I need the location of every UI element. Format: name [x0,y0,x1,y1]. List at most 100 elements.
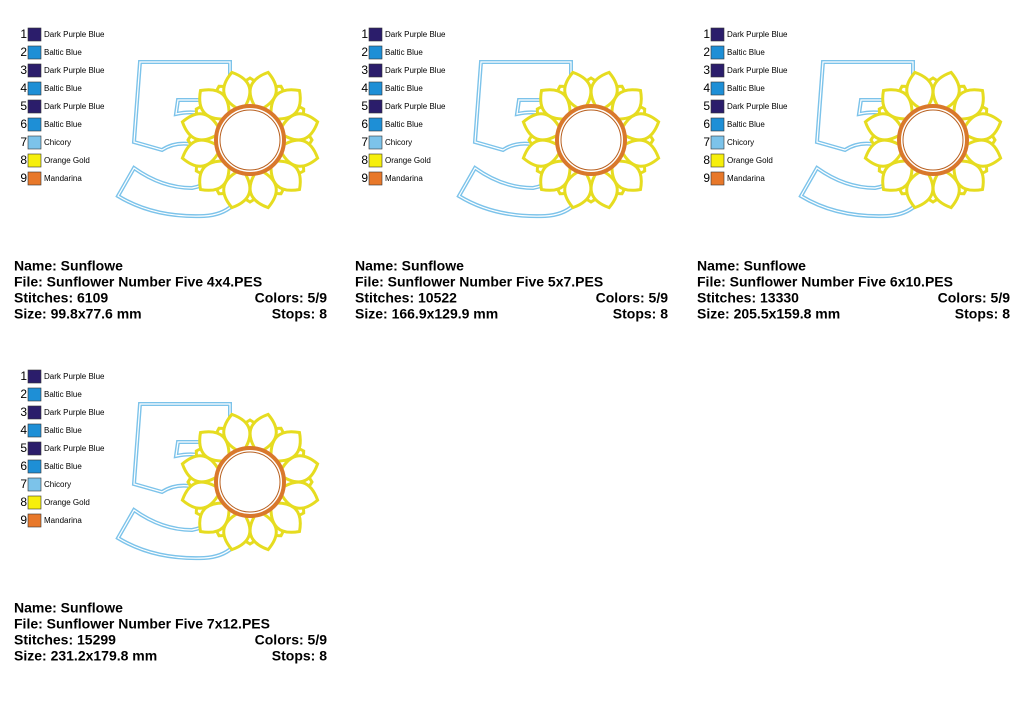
thread-number: 2 [20,45,27,59]
thread-name: Baltic Blue [727,120,765,129]
thread-number: 1 [703,27,710,41]
thread-name: Orange Gold [44,498,90,507]
thread-name: Chicory [44,480,71,489]
thread-swatch [368,45,383,60]
design-panel: 1 Dark Purple Blue 2 Baltic Blue 3 Dark Purpl… [14,369,327,664]
thread-name: Dark Purple Blue [44,66,105,75]
thread-number: 7 [20,477,27,491]
thread-name: Baltic Blue [44,120,82,129]
stitch-count: Stitches: 10522 [355,290,457,306]
color-count: Colors: 5/9 [255,290,328,306]
thread-number: 3 [703,63,710,77]
thread-swatch [368,99,383,114]
thread-name: Mandarina [727,174,765,183]
thread-name: Mandarina [44,516,82,525]
thread-name: Baltic Blue [385,120,423,129]
thread-name: Baltic Blue [385,48,423,57]
thread-number: 4 [20,423,27,437]
thread-swatch [710,27,725,42]
thread-number: 7 [20,135,27,149]
thread-name: Dark Purple Blue [44,30,105,39]
thread-number: 6 [20,117,27,131]
stitch-count: Stitches: 13330 [697,290,799,306]
design-file: File: Sunflower Number Five 5x7.PES [355,274,603,290]
thread-name: Orange Gold [385,156,431,165]
thread-swatch [368,117,383,132]
thread-number: 4 [20,81,27,95]
thread-number: 8 [703,153,710,167]
thread-name: Dark Purple Blue [44,102,105,111]
thread-number: 2 [361,45,368,59]
thread-name: Dark Purple Blue [727,66,788,75]
thread-swatch [368,27,383,42]
thread-swatch [27,27,42,42]
thread-name: Orange Gold [44,156,90,165]
embroidery-preview [799,60,1006,219]
stop-count: Stops: 8 [613,306,668,322]
embroidery-preview [116,402,323,561]
thread-number: 1 [361,27,368,41]
thread-name: Mandarina [385,174,423,183]
thread-name: Baltic Blue [44,84,82,93]
thread-swatch [27,513,42,528]
thread-name: Dark Purple Blue [727,30,788,39]
thread-name: Dark Purple Blue [385,102,446,111]
thread-number: 1 [20,27,27,41]
thread-number: 4 [703,81,710,95]
thread-name: Baltic Blue [44,462,82,471]
thread-number: 9 [20,171,27,185]
design-file: File: Sunflower Number Five 7x12.PES [14,616,270,632]
thread-name: Baltic Blue [727,84,765,93]
thread-swatch [27,135,42,150]
thread-number: 5 [20,441,27,455]
thread-swatch [27,387,42,402]
stop-count: Stops: 8 [955,306,1010,322]
thread-swatch [710,171,725,186]
thread-name: Chicory [385,138,412,147]
design-name: Name: Sunflowe [14,258,123,274]
thread-swatch [368,135,383,150]
thread-name: Chicory [727,138,754,147]
design-name: Name: Sunflowe [355,258,464,274]
thread-number: 3 [20,63,27,77]
thread-number: 2 [20,387,27,401]
design-size: Size: 99.8x77.6 mm [14,306,142,322]
thread-number: 3 [361,63,368,77]
thread-number: 8 [20,495,27,509]
thread-swatch [27,81,42,96]
design-size: Size: 205.5x159.8 mm [697,306,840,322]
thread-name: Dark Purple Blue [385,30,446,39]
thread-number: 7 [703,135,710,149]
thread-swatch [27,495,42,510]
stop-count: Stops: 8 [272,306,327,322]
thread-number: 9 [361,171,368,185]
embroidery-preview [457,60,664,219]
thread-name: Dark Purple Blue [727,102,788,111]
design-size: Size: 231.2x179.8 mm [14,648,157,664]
thread-number: 7 [361,135,368,149]
design-name: Name: Sunflowe [14,600,123,616]
thread-swatch [27,99,42,114]
thread-swatch [27,153,42,168]
thread-number: 9 [703,171,710,185]
thread-swatch [27,63,42,78]
thread-number: 5 [20,99,27,113]
design-panel: 1 Dark Purple Blue 2 Baltic Blue 3 Dark Purpl… [697,27,1010,322]
thread-number: 5 [361,99,368,113]
design-file: File: Sunflower Number Five 4x4.PES [14,274,262,290]
design-panel: 1 Dark Purple Blue 2 Baltic Blue 3 Dark Purpl… [14,27,327,322]
thread-swatch [27,117,42,132]
stitch-count: Stitches: 15299 [14,632,116,648]
thread-swatch [27,423,42,438]
thread-swatch [710,63,725,78]
thread-swatch [710,99,725,114]
thread-swatch [368,153,383,168]
thread-name: Dark Purple Blue [44,444,105,453]
stop-count: Stops: 8 [272,648,327,664]
thread-swatch [27,45,42,60]
thread-name: Baltic Blue [727,48,765,57]
thread-swatch [710,117,725,132]
thread-name: Baltic Blue [385,84,423,93]
